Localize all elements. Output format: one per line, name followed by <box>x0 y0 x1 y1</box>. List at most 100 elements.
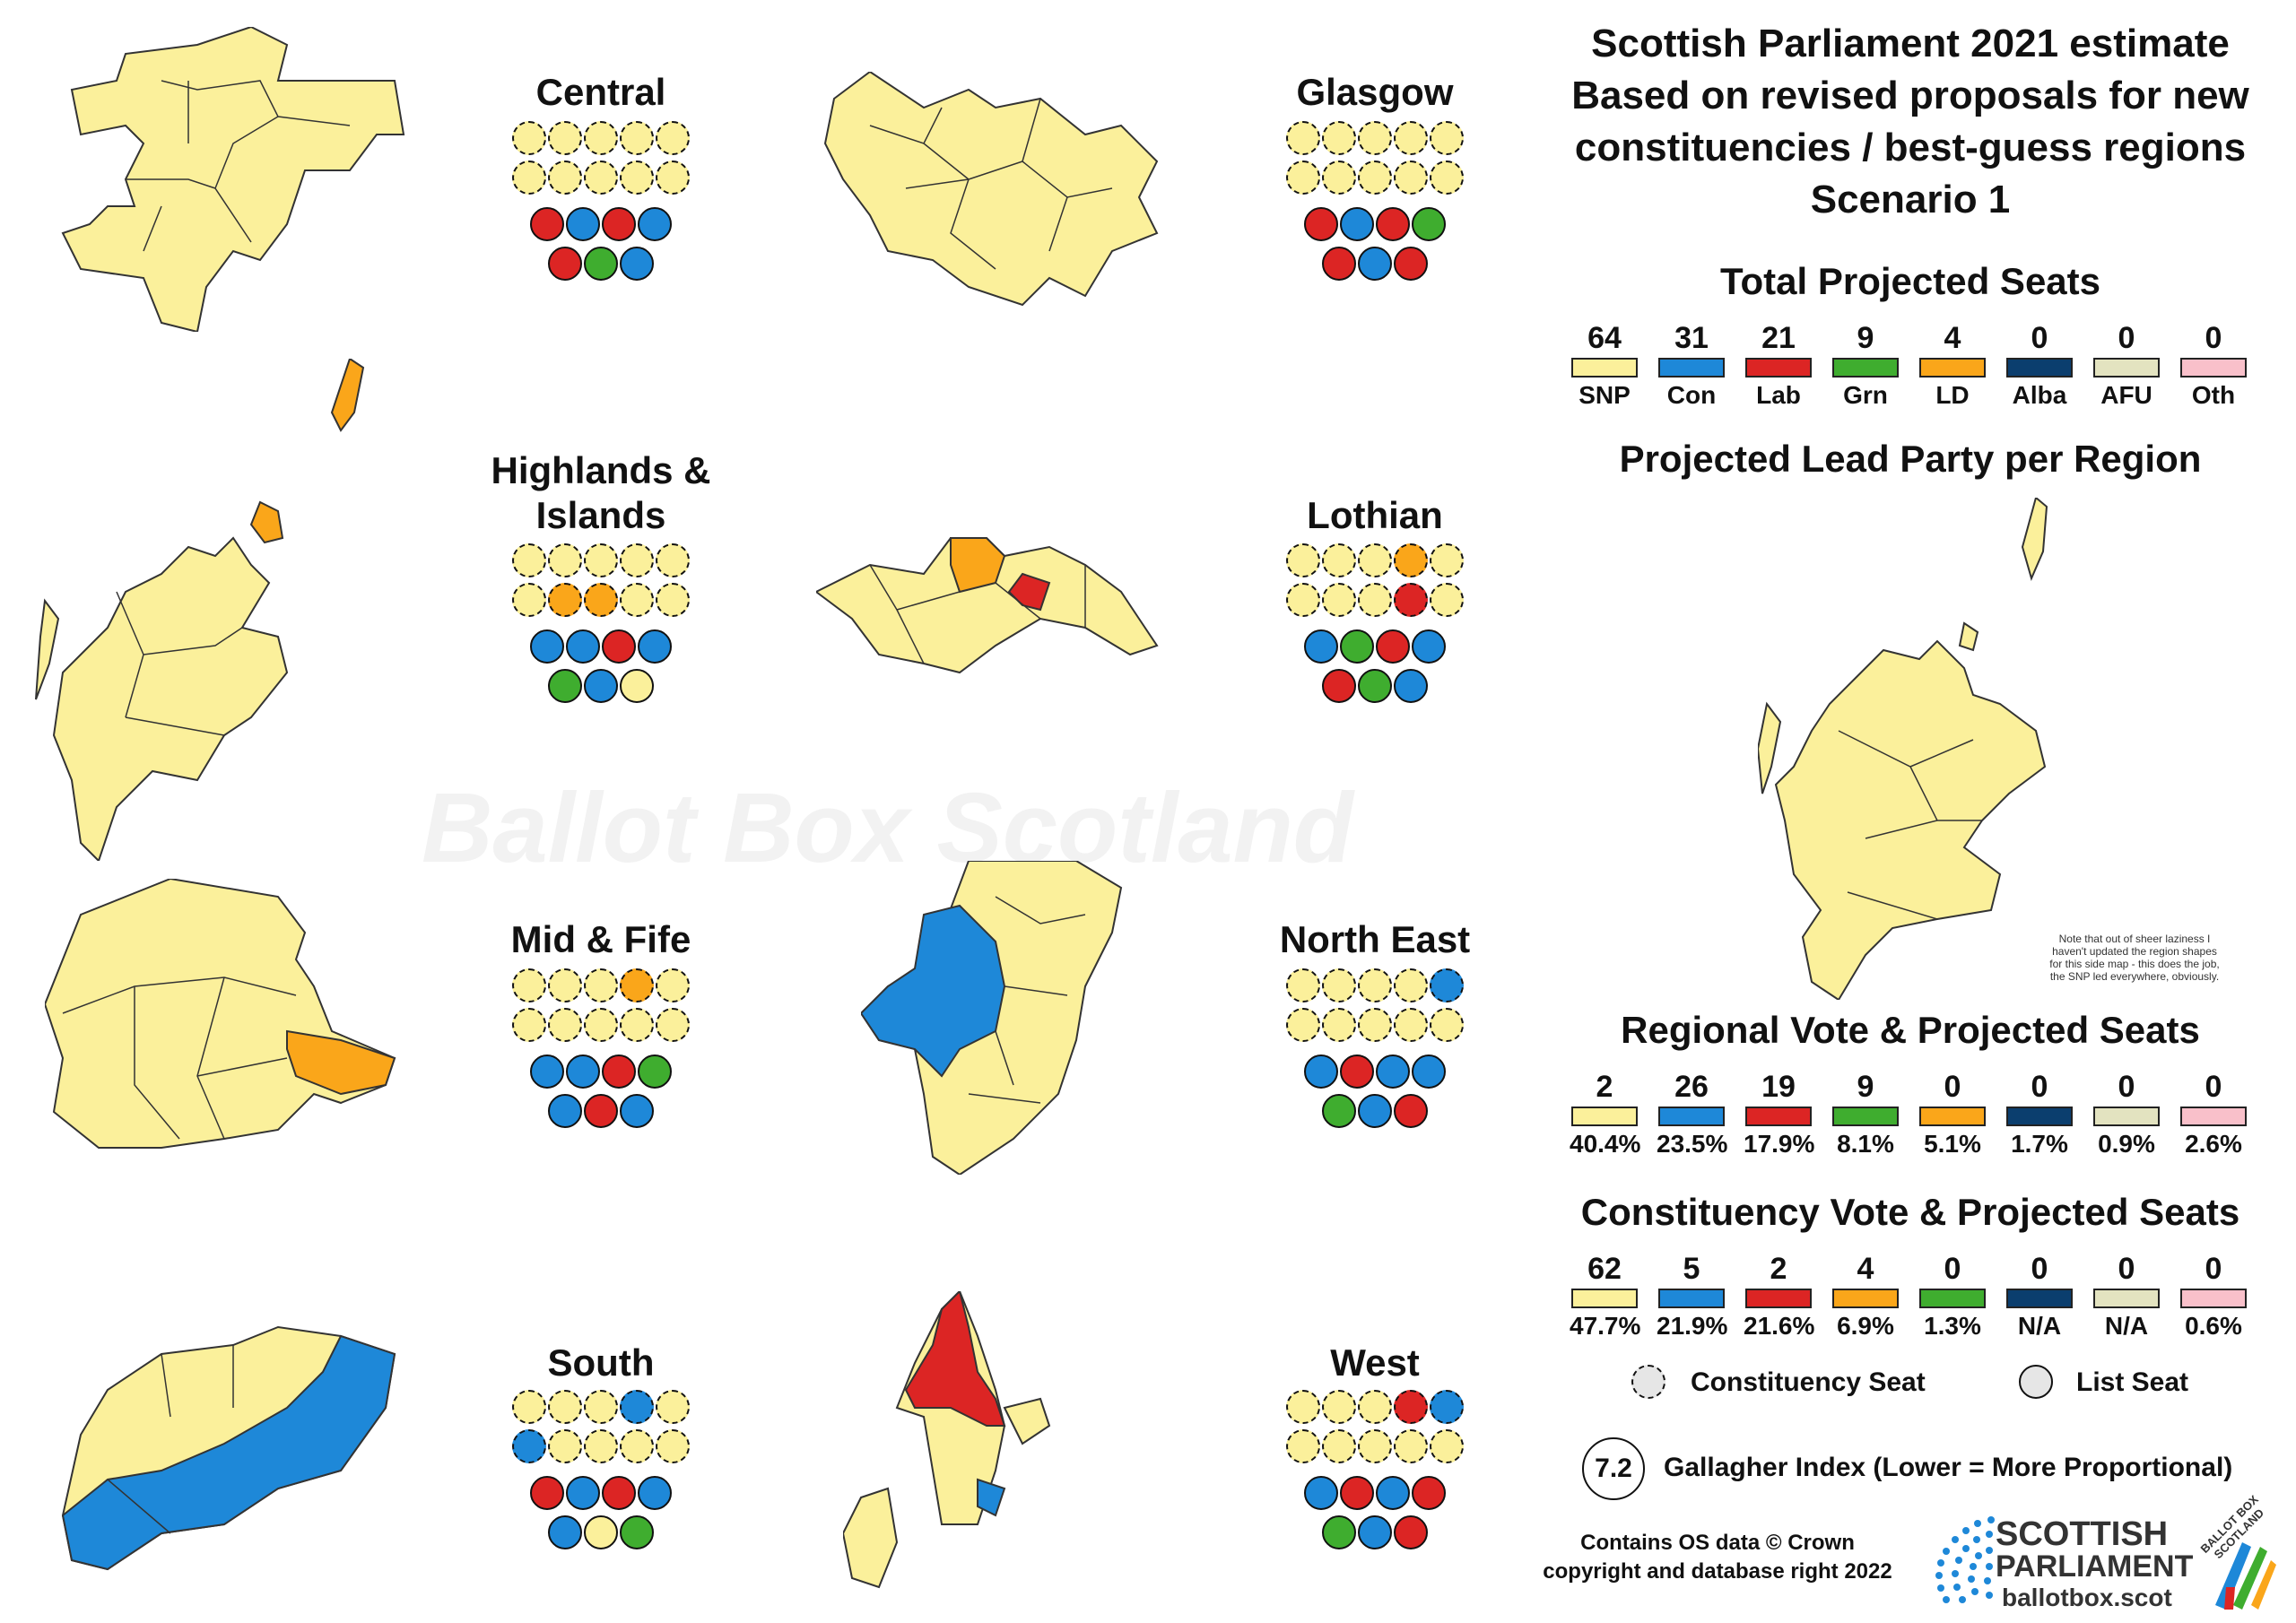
seat-dots <box>511 543 691 708</box>
party-swatch <box>2006 1107 2073 1126</box>
constituency-seat-dot <box>1286 968 1320 1002</box>
seat-count: 4 <box>1857 1252 1874 1286</box>
seat-count: 0 <box>2118 321 2135 355</box>
constituency-seat-dot <box>512 543 546 577</box>
vote-share: 0.9% <box>2098 1130 2155 1158</box>
list-seat-dot <box>530 1476 564 1510</box>
list-seat-dot <box>1376 1055 1410 1089</box>
constituency-seat-dot <box>1322 1429 1356 1463</box>
party-swatch <box>1745 1289 1812 1308</box>
credits-line: copyright and database right 2022 <box>1543 1559 1892 1584</box>
constituency-seat-dot <box>1286 1008 1320 1042</box>
constituency-seat-dot <box>548 583 582 617</box>
seat-row <box>511 247 691 286</box>
list-seat-dot <box>1340 1055 1374 1089</box>
list-seat-dot <box>1376 1476 1410 1510</box>
title-line: constituencies / best-guess regions <box>1574 126 2247 169</box>
constituency-seat-dot <box>1358 1390 1392 1424</box>
party-column: 62 47.7% <box>1570 1249 1641 1344</box>
constituency-seat-dot <box>548 543 582 577</box>
seat-count: 2 <box>1770 1252 1787 1286</box>
seat-row <box>1285 583 1465 622</box>
seat-count: 0 <box>2205 321 2222 355</box>
seat-count: 62 <box>1587 1252 1622 1286</box>
party-column: 4 6.9% <box>1831 1249 1900 1344</box>
seat-count: 0 <box>2118 1070 2135 1104</box>
constituency-seat-swatch <box>1631 1365 1665 1399</box>
constituency-seat-dot <box>656 1390 690 1424</box>
vote-share: 47.7% <box>1570 1312 1641 1340</box>
party-swatch <box>1658 1107 1725 1126</box>
seat-row <box>511 121 691 161</box>
lead-map-title: Projected Lead Party per Region <box>1619 438 2202 480</box>
ballot-box-icon <box>2215 1542 2276 1610</box>
seat-count: 5 <box>1683 1252 1700 1286</box>
list-seat-dot <box>566 1476 600 1510</box>
region-name: Mid & Fife <box>510 918 691 960</box>
list-seat-dot <box>1304 1055 1338 1089</box>
constituency-seat-dot <box>548 968 582 1002</box>
seat-count: 21 <box>1761 321 1796 355</box>
constituency-seat-dot <box>548 1008 582 1042</box>
party-swatch <box>1919 358 1986 378</box>
logo-line3: ballotbox.scot <box>2002 1584 2172 1611</box>
vote-share: 1.3% <box>1924 1312 1981 1340</box>
party-column: 19 17.9% <box>1744 1067 1814 1162</box>
list-seat-dot <box>548 669 582 703</box>
constituency-seat-dot <box>1430 968 1464 1002</box>
constituency-seat-dot <box>656 543 690 577</box>
list-seat-dot <box>1340 1476 1374 1510</box>
seat-row <box>1285 1055 1465 1094</box>
constituency-seat-dot <box>512 968 546 1002</box>
constituency-seat-dot <box>1394 161 1428 195</box>
party-column: 0 2.6% <box>2179 1067 2248 1162</box>
constituency-seat-dot <box>1358 121 1392 155</box>
constituency-seat-dot <box>620 1429 654 1463</box>
party-swatch <box>1571 1289 1638 1308</box>
list-seat-dot <box>1322 1515 1356 1549</box>
list-seat-dot <box>1304 207 1338 241</box>
list-seat-dot <box>548 1515 582 1549</box>
vote-share: 0.6% <box>2185 1312 2242 1340</box>
seat-row <box>511 161 691 200</box>
list-seat-dot <box>1340 207 1374 241</box>
seat-row <box>1285 121 1465 161</box>
constituency-seat-dot <box>1430 1429 1464 1463</box>
party-swatch <box>2006 1289 2073 1308</box>
seat-row <box>511 543 691 583</box>
constituency-seat-dot <box>620 1008 654 1042</box>
seat-spacer <box>1285 200 1465 207</box>
list-seat-dot <box>1322 669 1356 703</box>
party-swatch <box>1745 1107 1812 1126</box>
list-seat-dot <box>620 247 654 281</box>
list-seat-dot <box>1394 669 1428 703</box>
vote-share: 21.9% <box>1657 1312 1728 1340</box>
list-seat-swatch <box>2019 1365 2053 1399</box>
list-seat-dot <box>638 1055 672 1089</box>
party-swatch <box>1571 1107 1638 1126</box>
constituency-seat-dot <box>1394 1008 1428 1042</box>
constituency-seat-dot <box>656 161 690 195</box>
seat-row <box>511 629 691 669</box>
list-seat-dot <box>602 629 636 664</box>
vote-share: 6.9% <box>1837 1312 1894 1340</box>
party-column: 0 N/A <box>2005 1249 2074 1344</box>
constituency-seat-dot <box>1322 161 1356 195</box>
party-column: 31 Con <box>1657 318 1726 413</box>
party-swatch <box>2006 358 2073 378</box>
seat-dots <box>511 968 691 1133</box>
seat-count: 9 <box>1857 321 1874 355</box>
constituency-seat-dot <box>1358 161 1392 195</box>
vote-share: 21.6% <box>1744 1312 1815 1340</box>
seat-spacer <box>511 1469 691 1476</box>
seat-dots <box>1285 543 1465 708</box>
list-seat-dot <box>548 1094 582 1128</box>
party-label: SNP <box>1578 381 1631 409</box>
credits: Contains OS data © Crown copyright and d… <box>1516 1529 1919 1586</box>
list-seat-dot <box>602 1055 636 1089</box>
constituency-seat-dot <box>1322 121 1356 155</box>
party-column: 2 40.4% <box>1570 1067 1640 1162</box>
seat-count: 64 <box>1587 321 1622 355</box>
lothian-map <box>816 537 1159 674</box>
party-column: 0 AFU <box>2092 318 2161 413</box>
